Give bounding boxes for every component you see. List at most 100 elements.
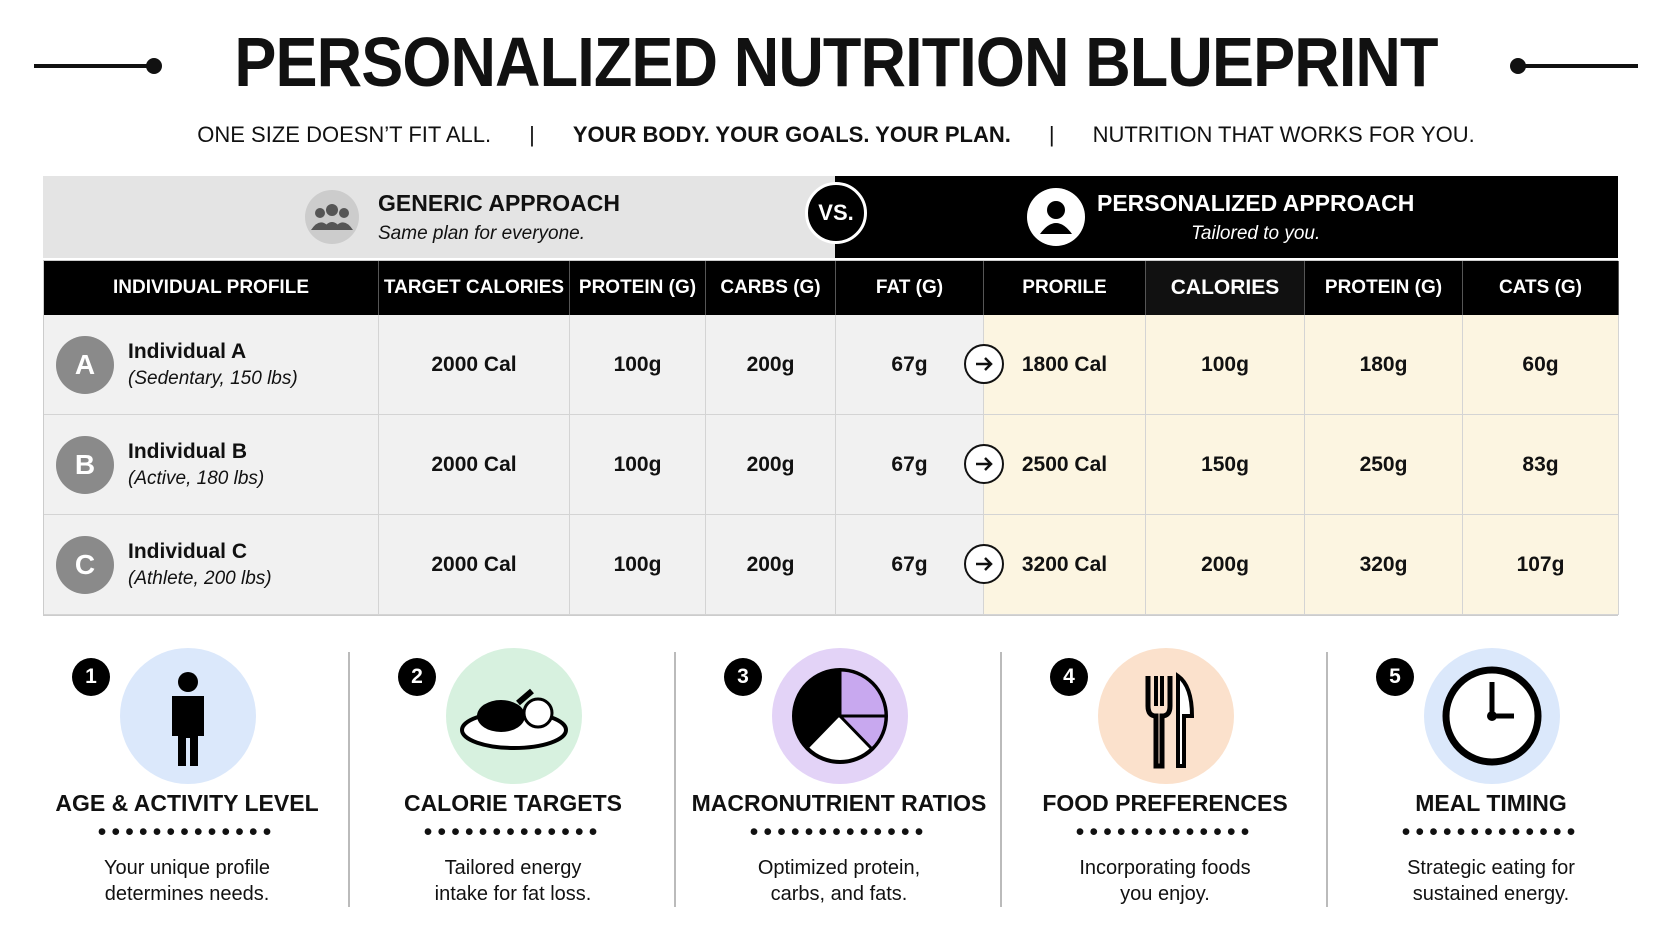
divider [1000,652,1002,907]
personalized-text: PERSONALIZED APPROACH Tailored to you. [1097,190,1414,245]
icon-graphic [460,688,568,750]
factor: 5 MEAL TIMING ••••••••••••• Strategic eatin… [1324,640,1658,920]
factor-title: AGE & ACTIVITY LEVEL [55,790,319,816]
profile-badge: B [56,435,114,494]
factor: 4 FOOD PREFERENCES ••••••••••••• Incorporat… [998,640,1332,920]
group-icon [305,190,359,244]
factor-number: 1 [72,658,110,696]
dotted-rule: ••••••••••••• [749,818,929,846]
dotted-rule: ••••••••••••• [1401,818,1581,846]
factor-number: 2 [398,658,436,696]
value-cell: 83g [1463,415,1619,515]
factor-title: MEAL TIMING [1415,790,1567,816]
column-header: CALORIES [1146,261,1305,315]
tagline: NUTRITION THAT WORKS FOR YOU. [1092,122,1475,147]
user-icon [1027,188,1085,246]
profile-cell: C Individual C (Athlete, 200 lbs) [44,515,379,615]
column-header: TARGET CALORIES [379,261,570,315]
value-cell: 100g [1146,315,1305,415]
arrow [976,457,993,471]
column-header: PRORILE [984,261,1146,315]
column-header: FAT (G) [836,261,984,315]
value-cell: 150g [1146,415,1305,515]
factor-description: Your unique profile determines needs. [103,857,271,905]
value-cell: 200g [706,415,836,515]
arrow-icon [964,344,1004,384]
factor-icon [1098,648,1234,784]
value-cell: 2500 Cal [964,415,1146,515]
arrow-icon [964,444,1004,484]
tagline: ONE SIZE DOESN’T FIT ALL. [197,122,492,147]
value-cell: 100g [570,315,706,415]
profile-detail: (Active, 180 lbs) [128,467,265,489]
rule [34,64,154,68]
factor-title: FOOD PREFERENCES [1042,790,1288,816]
arrow [976,557,993,571]
factor-icon [772,648,908,784]
factor-description: Strategic eating for sustained energy. [1407,857,1575,905]
arrow [976,357,993,371]
column-header: PROTEIN (G) [570,261,706,315]
value-cell: 200g [706,515,836,615]
rule [1518,64,1638,68]
icon-graphic [1145,672,1195,769]
value-cell: 200g [1146,515,1305,615]
personalized-title: PERSONALIZED APPROACH [1097,190,1415,216]
generic-text: GENERIC APPROACH Same plan for everyone. [378,190,620,245]
profile-text: Individual B (Active, 180 lbs) [128,440,264,490]
value-cell: 2000 Cal [379,415,570,515]
rule-dot [146,58,162,74]
generic-subtitle: Same plan for everyone. [378,223,586,244]
personalized-subtitle: Tailored to you. [1191,223,1321,244]
icon-graphic [1442,666,1542,766]
factor-icon [120,648,256,784]
factor-number: 4 [1050,658,1088,696]
profile-name: Individual A [128,339,247,363]
value-cell: 320g [1305,515,1463,615]
value-cell: 67g [836,515,984,615]
divider [348,652,350,907]
profile-text: Individual C (Athlete, 200 lbs) [128,540,272,590]
value-cell: 67g [836,415,984,515]
value-cell: 2000 Cal [379,515,570,615]
value-cell: 200g [706,315,836,415]
title: PERSONALIZED NUTRITION BLUEPRINT [234,23,1438,101]
separator: | [1048,122,1055,147]
profile-name: Individual C [128,539,248,563]
generic-panel: GENERIC APPROACH Same plan for everyone. [43,176,835,258]
factor-title: MACRONUTRIENT RATIOS [691,790,987,816]
value-cell: 3200 Cal [964,515,1146,615]
profile-detail: (Sedentary, 150 lbs) [128,367,298,389]
factor-icon [1424,648,1560,784]
dotted-rule: ••••••••••••• [97,818,277,846]
factor: 2 CALORIE TARGETS ••••••••••••• Tailored en… [346,640,680,920]
value-cell: 100g [570,415,706,515]
value-cell: 100g [570,515,706,615]
arrow-icon [964,544,1004,584]
dotted-rule: ••••••••••••• [423,818,603,846]
column-header: INDIVIDUAL PROFILE [44,261,379,315]
profile-badge: C [56,535,114,594]
taglines: ONE SIZE DOESN’T FIT ALL. | YOUR BODY. Y… [0,122,1672,148]
separator: | [529,122,535,147]
profile-badge: A [56,335,114,394]
divider [1326,652,1328,907]
profile-detail: (Athlete, 200 lbs) [128,567,272,589]
comparison-band: GENERIC APPROACH Same plan for everyone.… [43,176,1618,258]
vs-badge: VS. [805,182,867,244]
factor-description: Incorporating foods you enjoy. [1079,857,1251,905]
personalized-panel: PERSONALIZED APPROACH Tailored to you. [835,176,1618,258]
factor-number: 3 [724,658,762,696]
column-header: CARBS (G) [706,261,836,315]
factor-icon [446,648,582,784]
factor: 3 MACRONUTRIENT RATIOS ••••••••••••• Optimi… [672,640,1006,920]
value-cell: 2000 Cal [379,315,570,415]
value-cell: 1800 Cal [964,315,1146,415]
comparison-table: INDIVIDUAL PROFILE TARGET CALORIES PROTEIN… [43,260,1619,616]
profile-name: Individual B [128,439,248,463]
factor-number: 5 [1376,658,1414,696]
divider [674,652,676,907]
factor: 1 AGE & ACTIVITY LEVEL ••••••••••••• Your u… [20,640,354,920]
factor-title: CALORIE TARGETS [403,790,623,816]
